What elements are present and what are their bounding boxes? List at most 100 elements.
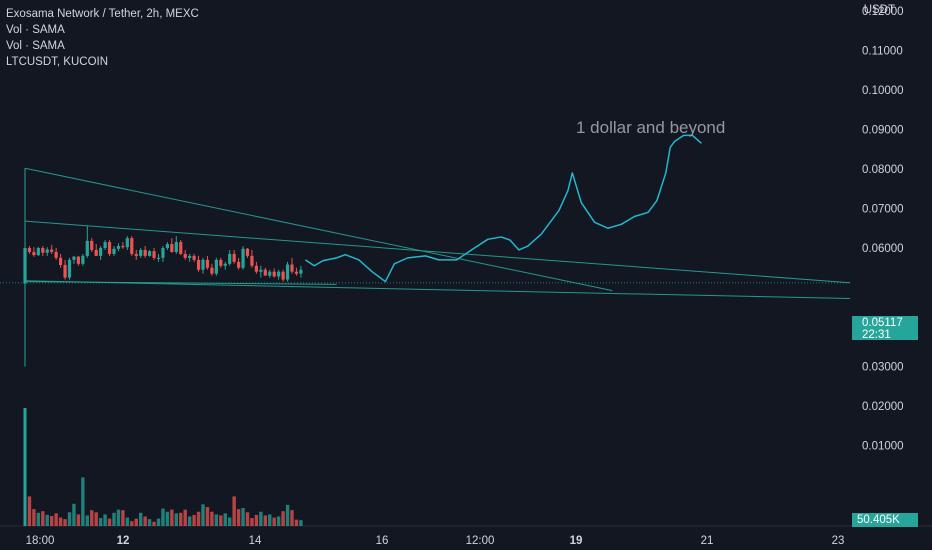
volume-bar [259, 511, 263, 526]
trendline-lower-channel [24, 280, 851, 300]
candle-body [188, 255, 192, 258]
volume-bar [250, 518, 254, 526]
price-tick-label: 0.11000 [862, 46, 903, 58]
volume-bar [272, 517, 276, 526]
volume-bar [245, 512, 250, 526]
volume-bar [121, 510, 125, 526]
trendline-resistance [24, 167, 613, 292]
volume-bar [76, 514, 81, 526]
volume-bar [201, 504, 205, 526]
volume-bar [183, 509, 187, 526]
volume-bar [290, 510, 294, 526]
time-tick-label: 19 [570, 535, 583, 547]
volume-bar [165, 511, 170, 526]
candle-body [268, 271, 272, 276]
volume-bar [67, 512, 72, 526]
volume-bar [285, 504, 290, 526]
volume-bar [85, 515, 89, 526]
volume-bar [112, 512, 116, 526]
volume-bar [179, 512, 183, 526]
candle-body [63, 264, 67, 278]
candle-body [139, 249, 143, 256]
compare-symbol[interactable]: LTCUSDT, KUCOIN [6, 56, 109, 68]
candle-body [232, 253, 236, 262]
volume-bar [263, 515, 267, 526]
price-tick-label: 0.02000 [862, 401, 904, 413]
volume-bar [116, 509, 121, 526]
volume-bar [72, 503, 76, 526]
candle-body [192, 255, 196, 260]
candle-body [290, 264, 294, 272]
time-tick-label: 12:00 [466, 535, 495, 547]
volume-bar [205, 506, 210, 526]
forecast-path [304, 134, 702, 283]
volume-bar [210, 511, 214, 526]
volume-badge: 50.405K [852, 513, 918, 527]
candle-body [223, 263, 227, 266]
price-axis: 0.12000 0.11000 0.10000 0.09000 0.08000 0.070… [862, 6, 904, 453]
candle-body [112, 248, 116, 254]
candle-body [76, 256, 80, 264]
volume-bar [174, 513, 178, 526]
volume-bar [223, 513, 227, 526]
volume-bar [161, 508, 165, 526]
candle-body [99, 248, 103, 256]
candle-body [152, 251, 156, 258]
text-annotation[interactable]: 1 dollar and beyond [576, 118, 726, 137]
time-tick-label: 12 [117, 535, 130, 547]
volume-bar [125, 517, 130, 526]
candle-body [165, 244, 169, 248]
price-tick-label: 0.06000 [862, 243, 904, 255]
time-tick-label: 21 [701, 535, 714, 547]
candle-body [54, 251, 58, 258]
volume-bar [294, 519, 299, 526]
candle-body [130, 238, 134, 254]
volume-bar [41, 511, 45, 526]
time-tick-label: 23 [832, 535, 845, 547]
candle-body [32, 251, 36, 256]
volume-bar [134, 518, 138, 526]
candle-body [67, 259, 72, 278]
volume-indicator-1[interactable]: Vol · SAMA [6, 24, 65, 36]
candle-body [125, 238, 129, 248]
last-price: 0.05117 [862, 317, 903, 329]
volume-indicator-2[interactable]: Vol · SAMA [6, 40, 65, 52]
price-tick-label: 0.10000 [862, 85, 904, 97]
candle-body [294, 271, 299, 274]
time-axis: 18:00 12 14 16 12:00 19 21 23 [26, 535, 845, 547]
last-price-badge: 0.05117 22:31 [852, 316, 918, 341]
volume-bar [170, 509, 174, 526]
candle-body [148, 251, 152, 256]
volume-bar [187, 516, 192, 526]
candle-body [254, 265, 258, 272]
candle-body [85, 240, 89, 256]
chart-legend: Exosama Network / Tether, 2h, MEXC Vol ·… [6, 6, 199, 70]
candle-body [116, 246, 121, 249]
candle-body [281, 271, 285, 280]
volume-bar [81, 477, 85, 526]
candle-body [103, 242, 107, 248]
candle-body [245, 248, 250, 256]
symbol-title[interactable]: Exosama Network / Tether, 2h, MEXC [6, 8, 199, 20]
candle-body [170, 244, 174, 252]
volume-bar [192, 514, 196, 526]
candle-body [299, 269, 303, 274]
volume-bar [63, 519, 67, 526]
volume-bar [143, 516, 147, 526]
volume-bar [45, 514, 49, 526]
candle-body [277, 271, 281, 277]
candle-body [250, 255, 254, 266]
candle-body [210, 267, 214, 274]
candle-body [219, 259, 223, 266]
volume-bar [236, 509, 241, 526]
volume-bar [156, 518, 161, 526]
volume-bar [50, 515, 54, 526]
volume-bar [299, 520, 303, 526]
candle-body [27, 248, 32, 252]
volume-bar [107, 518, 112, 526]
candle-body [36, 248, 40, 256]
candle-body [174, 242, 178, 252]
candle-body [196, 259, 201, 270]
volume-bar [152, 521, 156, 526]
